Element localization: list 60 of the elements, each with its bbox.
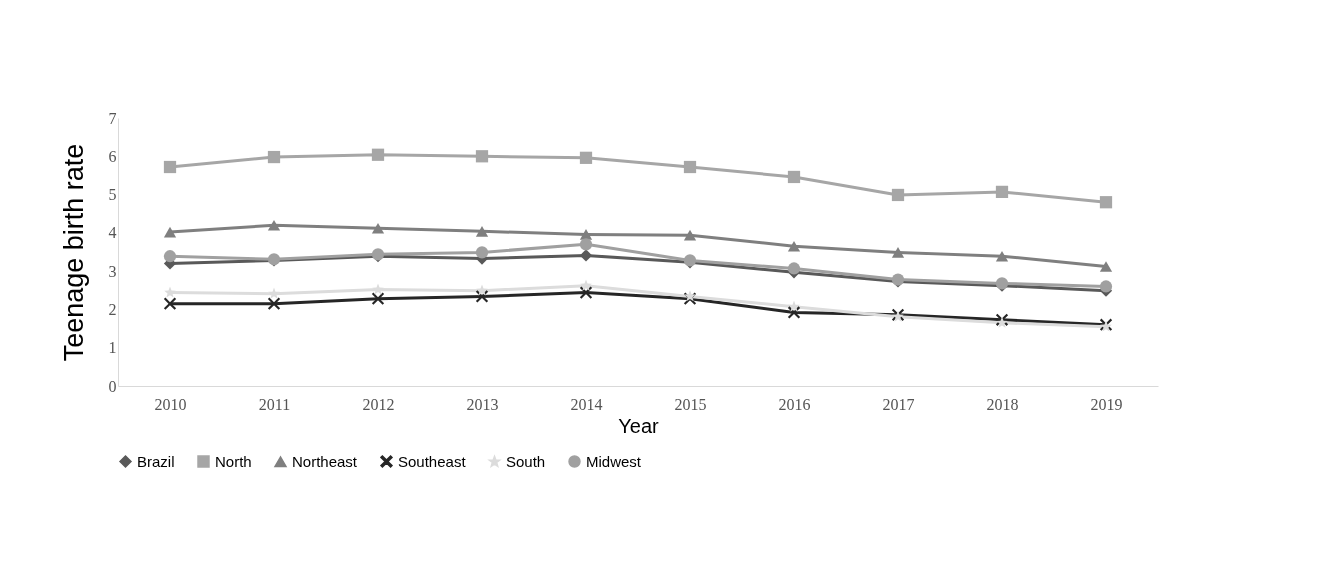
point [163,250,177,263]
point [891,188,905,202]
x-axis-title: Year [618,414,660,437]
point [683,229,697,241]
x-tick-label: 2018 [986,395,1019,413]
legend-label: Brazil [137,452,175,470]
point [1099,261,1113,272]
point [476,284,488,296]
point [475,150,489,163]
x-tick-label: 2013 [466,395,499,413]
point [995,250,1009,262]
x-tick-label: 2014 [570,395,603,413]
y-tick-label: 6 [108,147,117,165]
point [788,300,800,312]
point [579,249,593,262]
point [1099,196,1113,209]
x-tick-label: 2010 [154,395,187,413]
y-tick-label: 4 [108,224,117,242]
legend-label: Northeast [292,452,358,470]
point [371,222,385,234]
point [475,246,489,259]
point [787,262,801,275]
point [163,297,177,310]
x-tick-label: 2016 [778,395,811,413]
point [891,247,905,258]
y-tick-label: 5 [108,186,117,204]
y-tick-label: 0 [108,377,117,395]
y-tick-label: 1 [108,339,117,357]
point [683,160,697,174]
point [995,185,1009,199]
point [372,283,384,295]
x-tick-label: 2012 [362,395,395,413]
point [787,170,801,184]
point [268,287,280,299]
x-tick-label: 2015 [674,395,707,413]
point [787,240,801,252]
x-tick-label: 2019 [1090,395,1123,413]
point [371,292,385,305]
point [1099,280,1113,293]
y-tick-label: 7 [108,109,117,127]
point [579,286,593,299]
point [579,151,593,164]
legend-label: Midwest [586,452,642,470]
point [579,238,593,251]
y-axis-title: Teenage birth rate [58,143,89,362]
point [371,148,385,161]
point [267,150,281,164]
x-tick-label: 2011 [258,395,291,413]
point [580,279,592,291]
y-tick-label: 2 [108,300,117,318]
point [267,297,281,310]
point [475,226,489,237]
point [163,160,177,174]
legend-label: South [506,452,546,470]
legend-label: North [215,452,252,470]
point [267,219,281,231]
x-tick-label: 2017 [882,395,915,413]
legend-label: Southeast [398,452,467,470]
y-tick-label: 3 [108,262,117,280]
point [163,226,177,238]
